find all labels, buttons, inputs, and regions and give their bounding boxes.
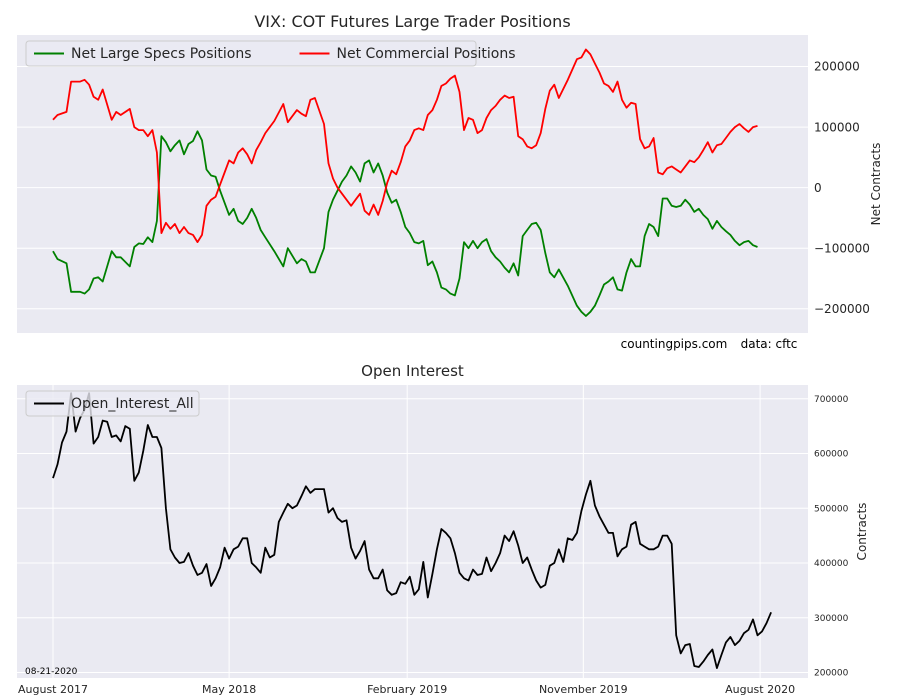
y-tick-label: 400000	[814, 559, 849, 569]
data-source: data: cftc	[741, 337, 798, 351]
y-axis-label: Net Contracts	[869, 143, 883, 226]
legend-label: Net Commercial Positions	[337, 46, 516, 62]
y-tick-label: 500000	[814, 504, 849, 514]
site-credit: countingpips.com	[621, 337, 728, 351]
plot-area	[17, 385, 808, 678]
y-tick-label: 200000	[814, 60, 860, 74]
plot-area	[17, 35, 808, 333]
legend-box	[25, 390, 200, 417]
y-tick-label: 100000	[814, 120, 860, 134]
open-interest-chart: Open Interest 200000 300000 400000 500000 600…	[17, 362, 869, 696]
date-stamp: 08-21-2020	[25, 667, 78, 677]
series-line-net-large-specs-positions	[52, 130, 758, 317]
y-tick-label: −200000	[814, 302, 870, 316]
y-tick-label: 200000	[814, 669, 849, 679]
y-tick-label: 0	[814, 181, 822, 195]
x-tick-label: August 2020	[725, 683, 795, 696]
x-tick-label: August 2017	[18, 683, 88, 696]
x-tick-label: November 2019	[539, 683, 628, 696]
chart-title: VIX: COT Futures Large Trader Positions	[254, 12, 570, 31]
x-tick-label: May 2018	[202, 683, 256, 696]
legend-label: Net Large Specs Positions	[71, 46, 252, 62]
legend: Open_Interest_All	[25, 390, 200, 417]
y-tick-label: −100000	[814, 241, 870, 255]
x-tick-label: February 2019	[367, 683, 447, 696]
legend-label: Open_Interest_All	[71, 396, 194, 412]
y-tick-label: 700000	[814, 395, 849, 405]
y-axis-label: Contracts	[855, 503, 869, 561]
legend-box	[25, 40, 477, 67]
y-tick-label: 600000	[814, 450, 849, 460]
y-tick-label: 300000	[814, 614, 849, 624]
positions-chart: VIX: COT Futures Large Trader Positions −…	[17, 12, 883, 333]
legend: Net Large Specs Positions Net Commercial …	[25, 40, 516, 67]
series-line-open-interest-all	[52, 392, 772, 669]
series-line-net-commercial-positions	[52, 48, 758, 244]
chart-title: Open Interest	[361, 362, 464, 380]
